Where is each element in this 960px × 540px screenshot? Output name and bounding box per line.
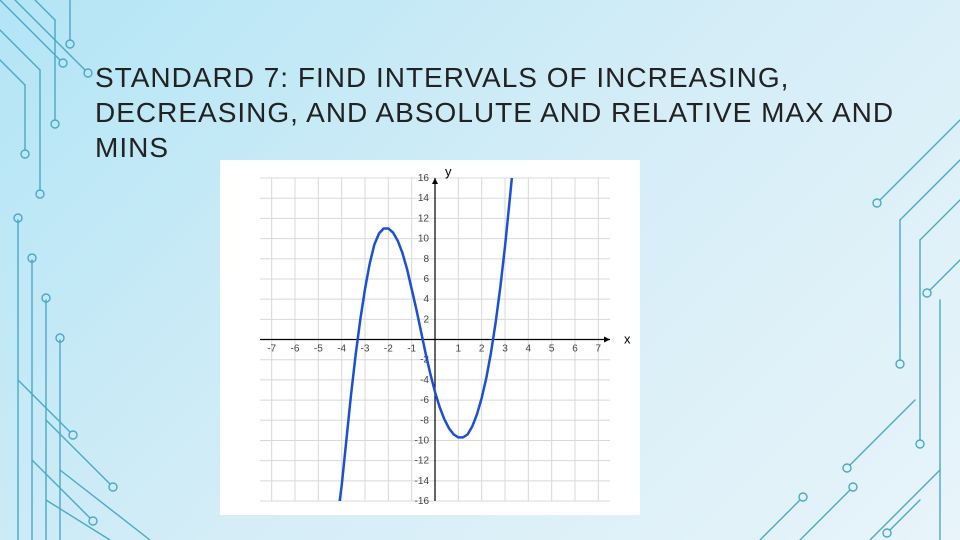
svg-text:-12: -12 [415,456,430,467]
svg-text:6: 6 [423,274,429,285]
svg-text:2: 2 [423,314,429,325]
svg-text:6: 6 [572,344,578,355]
svg-text:-16: -16 [415,496,430,507]
svg-text:7: 7 [596,344,602,355]
svg-text:-2: -2 [384,344,393,355]
svg-text:4: 4 [423,294,429,305]
function-graph: -7-6-5-4-3-2-11234567-16-14-12-10-8-6-4-… [220,160,640,515]
slide-title: STANDARD 7: FIND INTERVALS OF INCREASING… [95,60,900,165]
svg-text:10: 10 [418,234,430,245]
svg-text:-1: -1 [407,344,416,355]
chart-svg: -7-6-5-4-3-2-11234567-16-14-12-10-8-6-4-… [220,160,640,515]
svg-text:-4: -4 [420,375,429,386]
svg-text:-10: -10 [415,435,430,446]
svg-text:14: 14 [418,193,430,204]
svg-text:-4: -4 [337,344,346,355]
svg-text:12: 12 [418,213,430,224]
svg-text:-3: -3 [361,344,370,355]
svg-text:-8: -8 [420,415,429,426]
svg-text:16: 16 [418,173,430,184]
svg-text:-6: -6 [291,344,300,355]
svg-text:8: 8 [423,254,429,265]
svg-text:1: 1 [456,344,462,355]
svg-text:-7: -7 [267,344,276,355]
svg-text:2: 2 [479,344,485,355]
svg-text:5: 5 [549,344,555,355]
svg-text:4: 4 [526,344,532,355]
svg-text:-5: -5 [314,344,323,355]
svg-text:x: x [624,332,631,347]
svg-text:-14: -14 [415,476,430,487]
svg-text:y: y [445,164,452,179]
svg-text:-6: -6 [420,395,429,406]
svg-text:3: 3 [502,344,508,355]
